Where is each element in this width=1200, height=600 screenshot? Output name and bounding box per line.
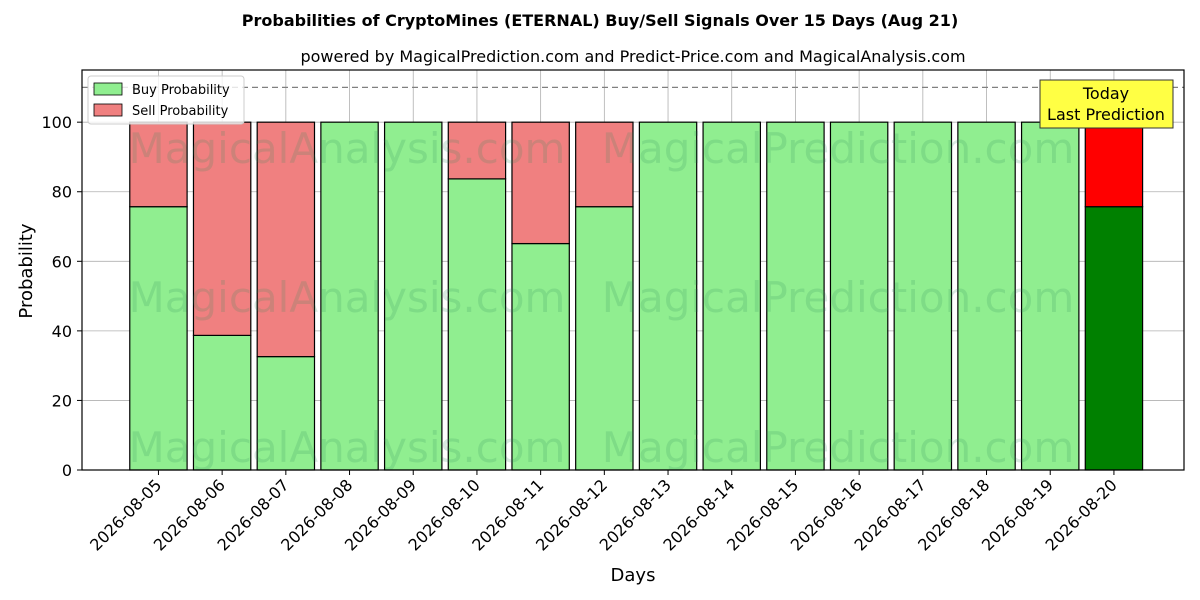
bar-sell (447, 121, 507, 180)
axes-frame (81, 69, 1185, 471)
watermark-text: MagicalAnalysis.com (129, 124, 566, 173)
x-axis-label: Days (611, 565, 656, 586)
bar-buy (638, 121, 698, 471)
bar-buy (575, 206, 634, 471)
watermarks: MagicalAnalysis.com MagicalPrediction.com… (129, 124, 1075, 472)
y-tick-label: 100 (41, 113, 72, 132)
bar-sell (256, 121, 316, 358)
today-annotation-line1: Today (1082, 84, 1129, 103)
y-tick-label: 40 (52, 322, 72, 341)
chart-subtitle: powered by MagicalPrediction.com and Pre… (300, 47, 965, 66)
bar-buy (320, 121, 379, 471)
watermark-text: MagicalPrediction.com (602, 423, 1075, 472)
bar-sell (511, 121, 570, 245)
y-axis-label: Probability (16, 223, 37, 318)
legend-swatch-sell (93, 103, 123, 117)
x-tick-labels: 2026-08-052026-08-062026-08-072026-08-08… (86, 470, 1121, 555)
bar-sell (1084, 121, 1144, 208)
today-annotation: Today Last Prediction (1039, 79, 1174, 129)
y-tick-label: 20 (52, 391, 72, 410)
bar-buy (766, 121, 825, 471)
watermark-text: MagicalPrediction.com (602, 124, 1075, 173)
y-tick-labels: 0 20 40 60 80 100 (41, 113, 82, 480)
legend-label-sell: Sell Probability (132, 104, 229, 119)
bar-buy (893, 121, 953, 471)
watermark-text: MagicalAnalysis.com (129, 273, 566, 322)
axes (81, 69, 1185, 471)
bar-buy (447, 178, 507, 471)
today-annotation-box (1039, 79, 1174, 129)
bar-buy (1020, 121, 1080, 471)
bar-sell (192, 121, 252, 336)
legend: Buy Probability Sell Probability (87, 75, 245, 125)
y-tick-label: 80 (52, 183, 72, 202)
bar-sell (575, 121, 634, 208)
bar-buy (957, 121, 1016, 471)
y-tick-label: 0 (62, 461, 72, 480)
today-annotation-line2: Last Prediction (1047, 105, 1165, 124)
bar-buy (1084, 206, 1144, 471)
bars (129, 121, 1144, 471)
watermark-text: MagicalPrediction.com (602, 273, 1075, 322)
legend-frame (87, 75, 245, 125)
legend-swatch-buy (93, 82, 123, 96)
bar-buy (702, 121, 761, 471)
y-tick-label: 60 (52, 252, 72, 271)
bar-buy (383, 121, 443, 471)
chart-title: Probabilities of CryptoMines (ETERNAL) B… (242, 11, 959, 30)
bar-buy (256, 356, 316, 471)
legend-label-buy: Buy Probability (132, 83, 230, 98)
bar-sell (129, 121, 188, 208)
watermark-text: MagicalAnalysis.com (129, 423, 566, 472)
